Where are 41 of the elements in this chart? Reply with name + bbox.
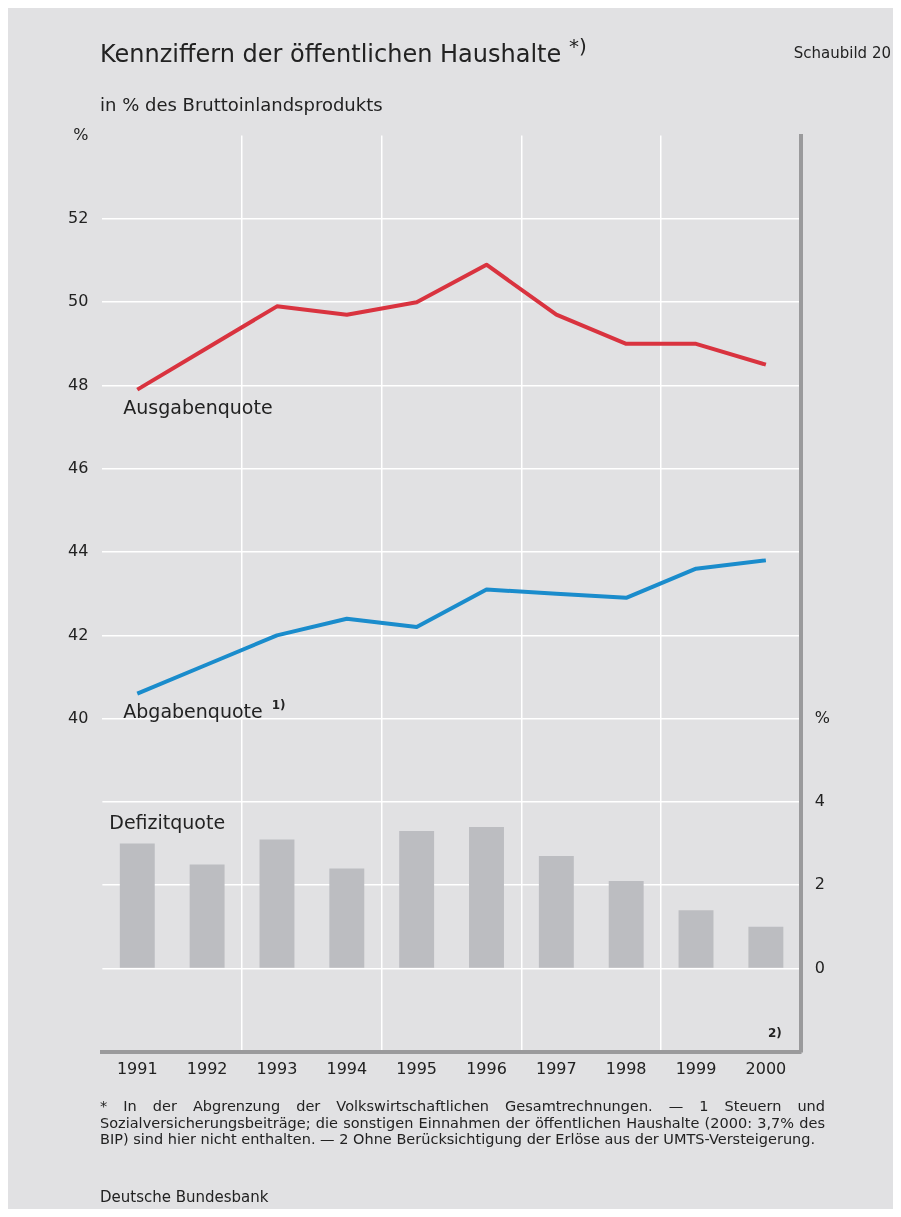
x-tick-label: 1996 bbox=[466, 1058, 507, 1078]
x-tick-label: 1998 bbox=[605, 1058, 647, 1078]
y-tick-label: 52 bbox=[68, 208, 89, 228]
series-label: Ausgabenquote bbox=[123, 395, 273, 418]
x-tick-label: 1997 bbox=[535, 1058, 577, 1078]
x-tick-label: 1991 bbox=[116, 1058, 158, 1078]
text: * In der Abgrenzung der Volkswirtschaftlichen Gesamtrechnungen. — 1 Steuern und Sozialversicherungsbeiträge; die sonstigen Einnahmen der öffentlichen Haushalte (2000: 3,7% des BIP) sind hier nicht enthalten. — 2 Ohne Berücksichtigung der Erlöse aus der UMTS-Versteigerung. bbox=[100, 1098, 825, 1149]
bar bbox=[399, 831, 435, 968]
y-tick-label: 46 bbox=[68, 457, 89, 477]
series-label: Abgabenquote 1) bbox=[123, 698, 286, 722]
y2-tick-label: 4 bbox=[814, 791, 825, 811]
y2-tick-label: 0 bbox=[814, 957, 825, 977]
bar bbox=[538, 856, 574, 968]
x-tick-label: 1993 bbox=[256, 1058, 298, 1078]
text: Deutsche Bundesbank bbox=[100, 1188, 269, 1206]
annotation: 2) bbox=[768, 1026, 782, 1040]
y-tick-label: 42 bbox=[68, 624, 89, 644]
x-tick-label: 1999 bbox=[675, 1058, 717, 1078]
bar bbox=[608, 881, 644, 968]
y-tick-label: % bbox=[73, 124, 89, 144]
chart-title: Kennziffern der öffentlichen Haushalte $^{*)}$ bbox=[100, 34, 587, 68]
bar bbox=[329, 868, 365, 968]
x-tick-label: 2000 bbox=[745, 1058, 787, 1078]
y-tick-label: 50 bbox=[68, 291, 89, 311]
y2-tick-label: 2 bbox=[814, 874, 825, 894]
y2-tick-label: % bbox=[814, 707, 830, 727]
bar bbox=[119, 843, 155, 968]
x-tick-label: 1995 bbox=[396, 1058, 438, 1078]
x-tick-label: 1994 bbox=[326, 1058, 368, 1078]
bar bbox=[189, 864, 225, 968]
bar bbox=[469, 826, 504, 968]
series-label: Defizitquote bbox=[109, 810, 226, 833]
x-tick-label: 1992 bbox=[186, 1058, 228, 1078]
y-tick-label: 44 bbox=[68, 541, 89, 561]
chart-subtitle: in % des Bruttoinlandsprodukts bbox=[100, 94, 383, 115]
bar bbox=[259, 839, 295, 968]
text: Schaubild 20 bbox=[793, 44, 891, 62]
y-tick-label: 48 bbox=[68, 374, 89, 394]
bar bbox=[748, 926, 784, 968]
y-tick-label: 40 bbox=[68, 707, 89, 727]
bar bbox=[678, 910, 714, 968]
